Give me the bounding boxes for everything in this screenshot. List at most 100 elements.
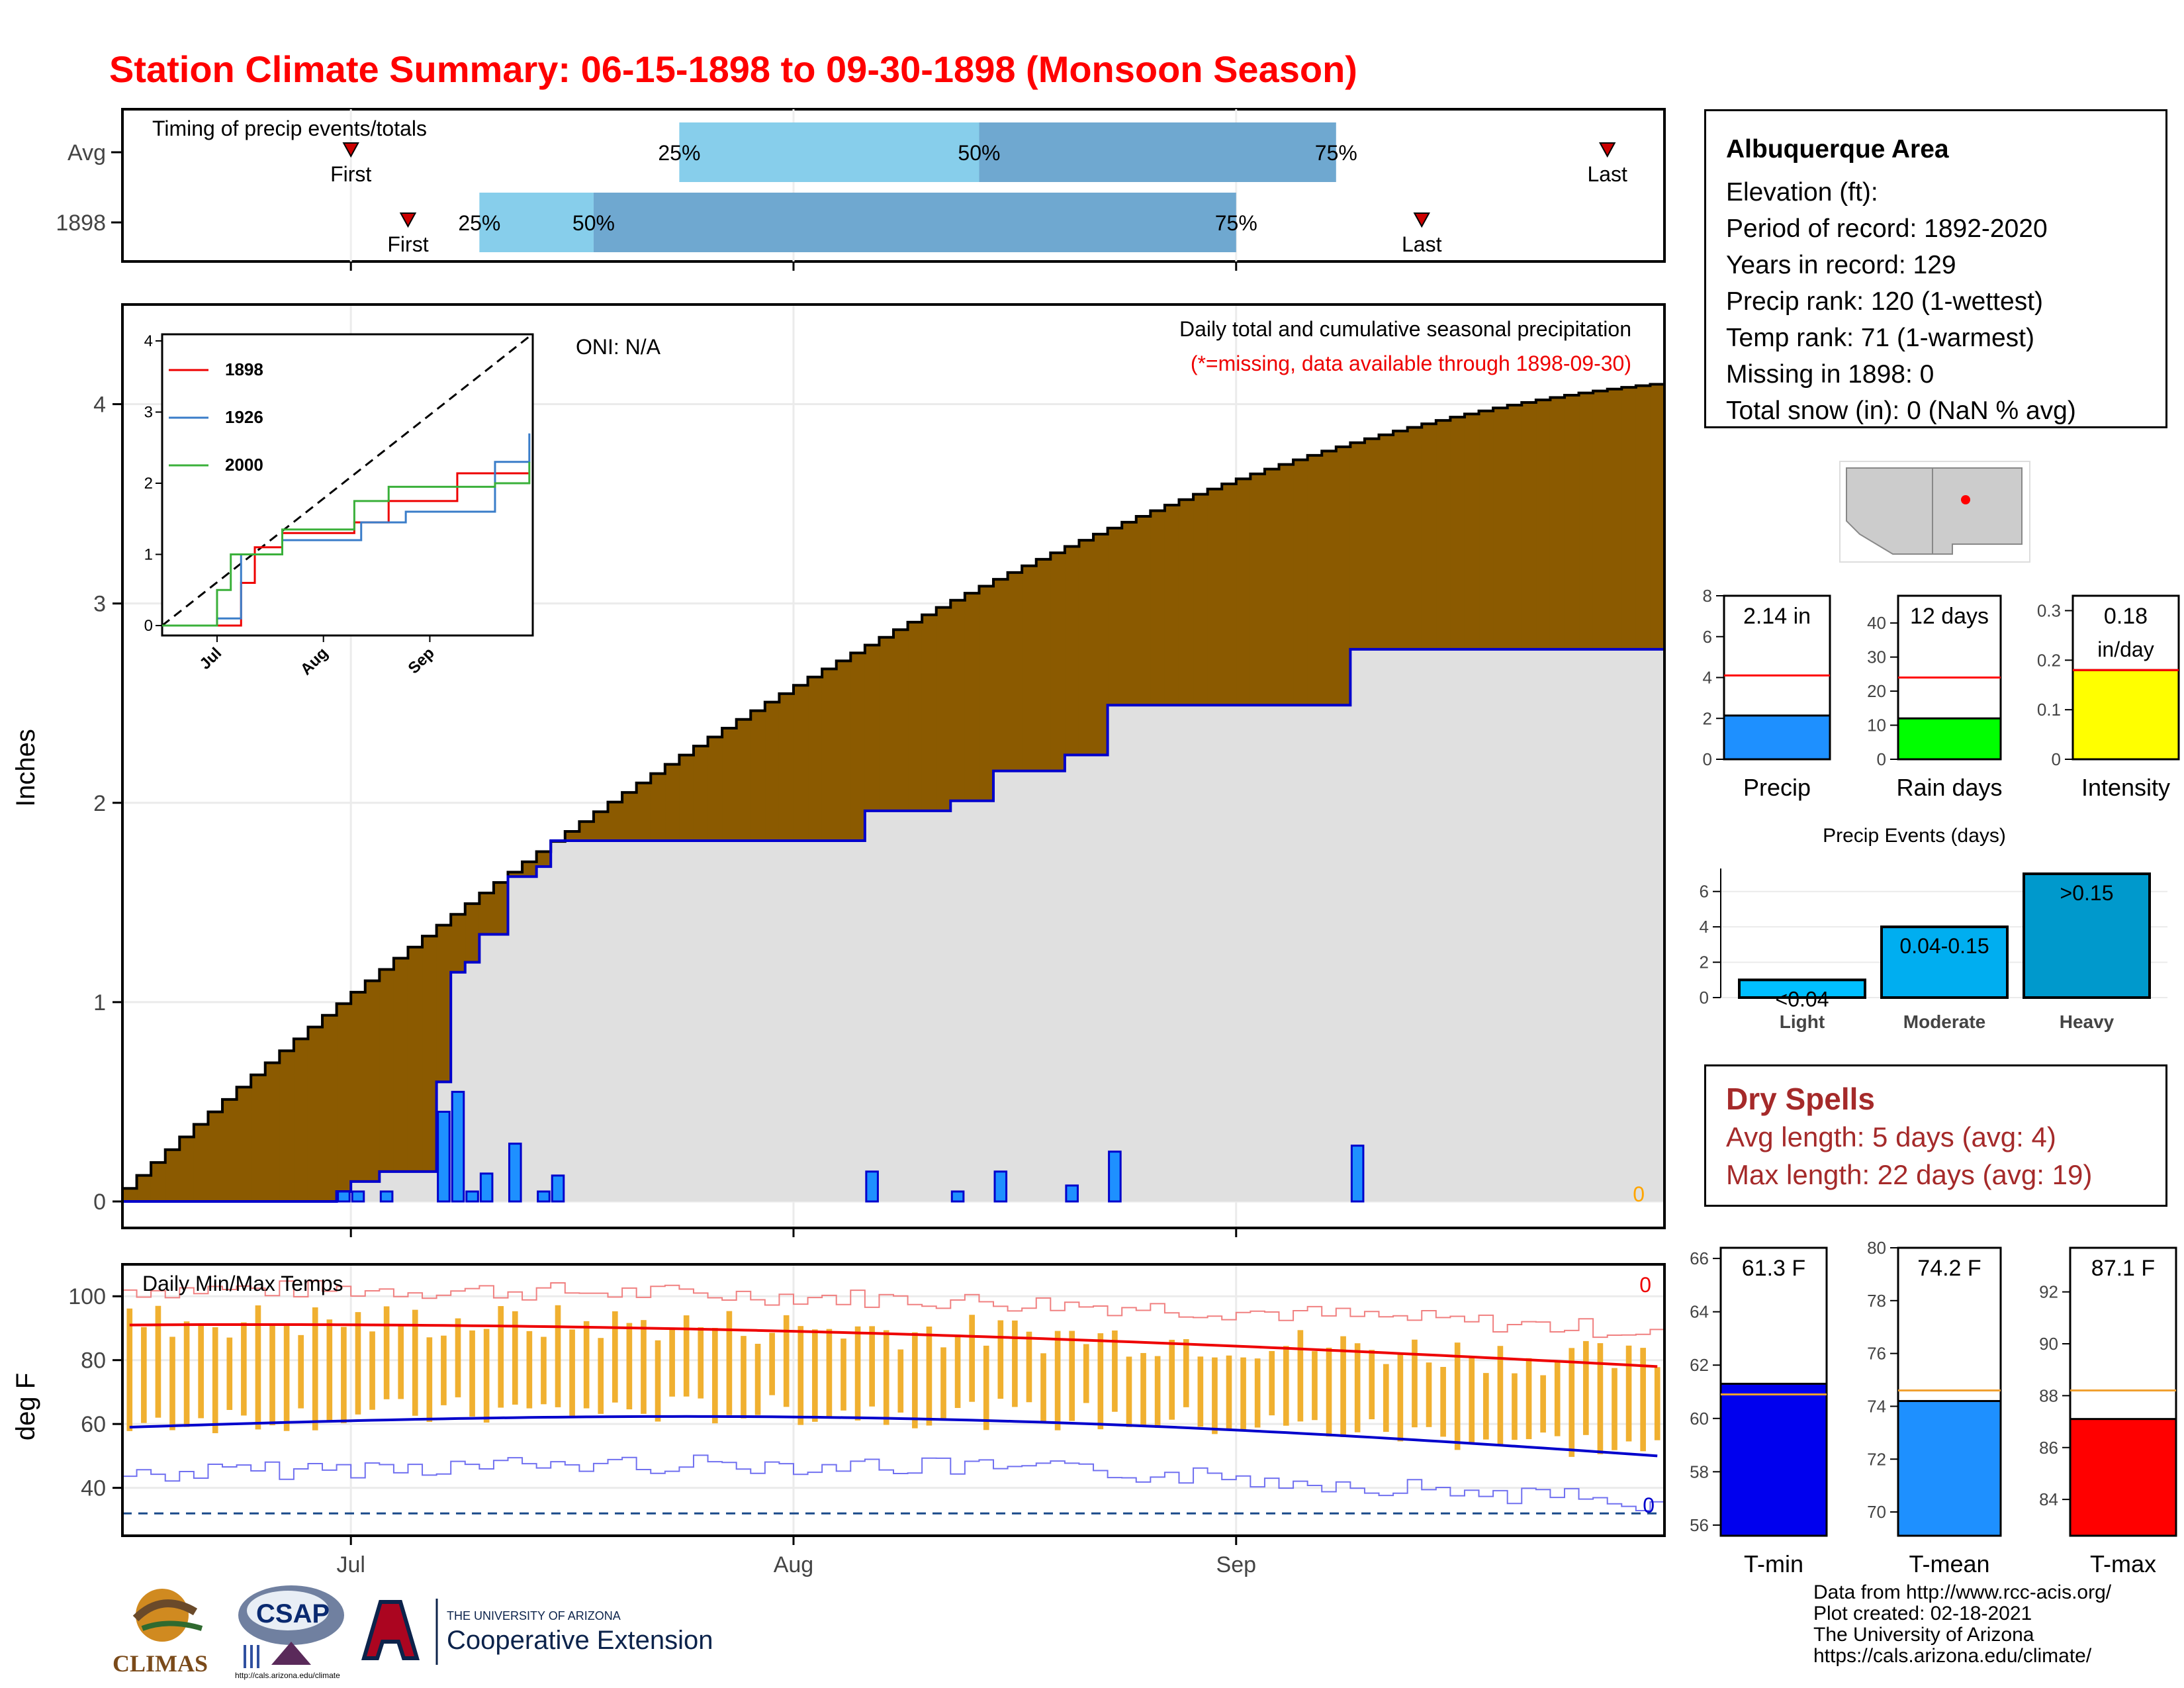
daily-precip-bar	[537, 1190, 551, 1203]
intensity-y-tick-label: 0.1	[2037, 700, 2061, 720]
station-precip-rank: Precip rank: 120 (1-wettest)	[1726, 287, 2044, 316]
daily-temp-bar	[1569, 1348, 1575, 1457]
daily-temp-bar	[1069, 1331, 1075, 1421]
daily-temp-bar	[1154, 1356, 1161, 1429]
daily-temp-bar	[641, 1320, 647, 1414]
intensity-y-tick-label: 0.3	[2037, 600, 2061, 620]
rain-days-value-label: 12 days	[1910, 604, 1989, 629]
inset-average-line	[161, 333, 533, 627]
daily-temp-bar	[398, 1325, 404, 1399]
daily-temp-bar	[1326, 1347, 1332, 1437]
timing-marker	[399, 212, 417, 228]
temp-y-tick-label: 100	[68, 1284, 106, 1309]
logo-strip: CLIMAS CSAP http://cals.arizona.edu/clim…	[113, 1585, 713, 1680]
precip-events-bar	[1880, 925, 2009, 999]
inset-series-line	[162, 433, 531, 627]
t-max-y-tick-label: 92	[2039, 1282, 2058, 1302]
inset-series-line	[162, 461, 531, 627]
ua-logo: THE UNIVERSITY OF ARIZONA Cooperative Ex…	[361, 1599, 713, 1665]
timing-p50-label: 50%	[572, 211, 615, 235]
daily-temp-bar	[1126, 1356, 1132, 1427]
daily-temp-bar	[1040, 1353, 1046, 1423]
t-min-y-tick-label: 60	[1690, 1409, 1709, 1429]
rain-days-y-tick-label: 0	[1877, 749, 1886, 769]
temp-y-tick-label: 60	[81, 1412, 106, 1437]
t-mean-y-tick-label: 72	[1867, 1449, 1886, 1469]
map-station-marker	[1961, 495, 1970, 504]
inset-series-line	[162, 472, 529, 627]
precip-total-y-tick-label: 2	[1703, 708, 1712, 728]
precip-y-tick-label: 0	[93, 1190, 106, 1215]
daily-precip-bar	[508, 1143, 522, 1203]
daily-temp-bar	[869, 1326, 875, 1407]
precip-total-y-tick-label: 8	[1703, 586, 1712, 606]
daily-temp-bar	[1612, 1368, 1617, 1450]
daily-temp-bar	[483, 1329, 490, 1423]
precip-total-y-tick-label: 0	[1703, 749, 1712, 769]
inset-y-tick-label: 2	[144, 475, 153, 492]
daily-precip-bar	[1350, 1145, 1365, 1203]
daily-temp-bar	[1654, 1367, 1661, 1440]
daily-temp-bar	[512, 1311, 518, 1405]
daily-temp-bar	[1297, 1330, 1304, 1422]
daily-temp-bar	[498, 1306, 504, 1408]
station-temp-rank: Temp rank: 71 (1-warmest)	[1726, 324, 2034, 352]
daily-temp-bar	[797, 1326, 804, 1425]
timing-row-label: 1898	[56, 211, 106, 236]
timing-p25-label: 25%	[658, 141, 700, 165]
daily-precip-bar	[451, 1090, 465, 1203]
rain-days-y-tick-label: 30	[1867, 647, 1886, 667]
daily-temp-bar	[241, 1322, 247, 1416]
daily-temp-bar	[598, 1338, 604, 1414]
daily-temp-bar	[1140, 1352, 1146, 1425]
temp-y-tick-label: 80	[81, 1348, 106, 1374]
daily-temp-bar	[712, 1328, 718, 1424]
record-max-line	[122, 1280, 1664, 1338]
timing-marker-label: First	[387, 232, 428, 256]
daily-temp-bar	[183, 1321, 190, 1427]
daily-temp-bar	[655, 1340, 661, 1422]
timing-row-label: Avg	[68, 140, 106, 165]
daily-temp-bar	[769, 1333, 775, 1395]
precip-annotation-missing: (*=missing, data available through 1898-…	[1191, 352, 1631, 375]
inset-y-tick-label: 1	[144, 546, 153, 564]
rain-days-y-tick-label: 40	[1867, 613, 1886, 633]
precip-y-tick-label: 3	[93, 592, 106, 617]
ua-logo-big-text: Cooperative Extension	[447, 1626, 713, 1655]
timing-p75-label: 75%	[1215, 211, 1257, 235]
daily-temp-bar	[1554, 1360, 1561, 1436]
precip-y-axis-label: Inches	[11, 729, 40, 807]
precip-events-category-label: Light	[1780, 1011, 1825, 1032]
daily-temp-bar	[1597, 1343, 1604, 1454]
daily-temp-bar	[355, 1312, 361, 1415]
daily-precip-bar	[1065, 1184, 1079, 1203]
credits-org: The University of Arizona	[1813, 1624, 2034, 1646]
daily-temp-bar	[1312, 1351, 1318, 1421]
daily-precip-bar	[351, 1190, 365, 1203]
timing-p75-label: 75%	[1315, 141, 1357, 165]
t-max-value-label: 87.1 F	[2091, 1256, 2155, 1281]
t-max-category-label: T-max	[2090, 1550, 2156, 1577]
daily-temp-bar	[555, 1305, 561, 1407]
daily-temp-bar	[312, 1307, 318, 1430]
daily-temp-bar	[969, 1315, 975, 1402]
timing-p50-label: 50%	[958, 141, 1000, 165]
daily-temp-bar	[854, 1326, 861, 1421]
daily-precip-bar	[337, 1190, 351, 1203]
station-elevation: Elevation (ft):	[1726, 178, 1878, 207]
precip-missing-count: 0	[1633, 1182, 1645, 1206]
daily-temp-bar	[783, 1315, 790, 1407]
dry-spells-box: Dry Spells Avg length: 5 days (avg: 4) M…	[1704, 1064, 2167, 1207]
daily-temp-bar	[1269, 1350, 1275, 1416]
rain-days-y-tick-label: 20	[1867, 681, 1886, 701]
t-min-y-tick-label: 62	[1690, 1355, 1709, 1375]
daily-temp-bar	[1369, 1350, 1375, 1420]
average-max-line	[129, 1323, 1658, 1368]
intensity-value-unit: in/day	[2097, 637, 2154, 661]
daily-precip-bar	[379, 1190, 394, 1203]
precip-y-tick-label: 4	[93, 393, 106, 418]
rain-days-y-tick-label: 10	[1867, 716, 1886, 735]
daily-temp-bar	[826, 1329, 833, 1417]
temp-panel-bg	[122, 1264, 1664, 1536]
station-name: Albuquerque Area	[1726, 135, 1949, 164]
